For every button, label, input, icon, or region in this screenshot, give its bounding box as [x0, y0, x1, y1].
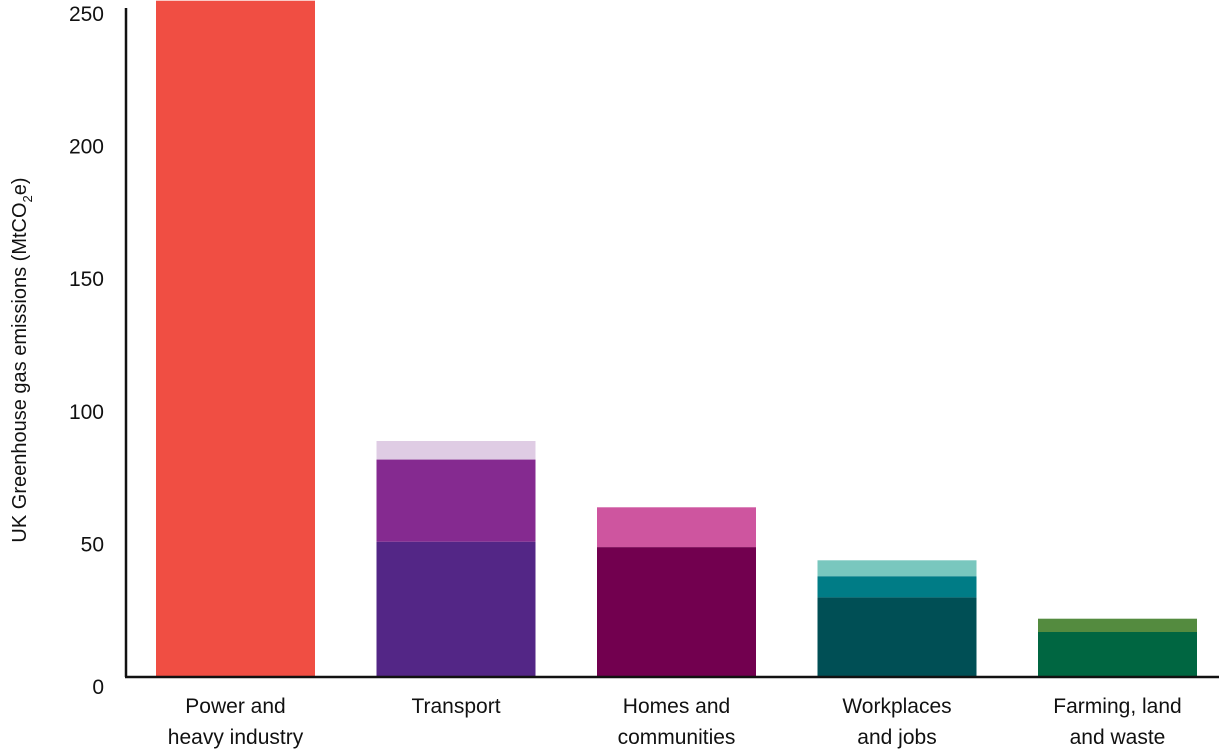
- category-label-line: Farming, land: [1053, 695, 1181, 718]
- y-axis-label-subscript: 2: [20, 195, 35, 202]
- category-labels: Power and heavy industry Transport Homes an…: [168, 695, 1182, 749]
- bar-segment-2-0: [597, 547, 756, 677]
- category-label-line: and waste: [1070, 726, 1166, 749]
- category-label-line: communities: [618, 726, 736, 749]
- bars-layer: [156, 0, 1197, 677]
- bar-segment-2-1: [597, 507, 756, 548]
- y-tick-labels: 0 50 100 150 200 250: [69, 3, 104, 699]
- bar-segment-4-1: [1038, 618, 1197, 632]
- y-tick-label: 250: [69, 3, 104, 26]
- y-tick-label: 150: [69, 268, 104, 291]
- bar-segment-3-2: [817, 560, 977, 577]
- category-label: Farming, land and waste: [1053, 695, 1181, 749]
- y-tick-label: 50: [81, 533, 104, 556]
- category-label-line: Power and: [185, 695, 285, 718]
- category-label-line: heavy industry: [168, 726, 304, 749]
- category-label-line: Homes and: [623, 695, 730, 718]
- category-label: Transport: [411, 695, 500, 718]
- bar-segment-3-1: [817, 576, 977, 598]
- category-label: Power and heavy industry: [168, 695, 304, 749]
- bar-segment-1-1: [376, 459, 536, 542]
- axes-layer: [124, 8, 1219, 679]
- y-axis-label: UK Greenhouse gas emissions (MtCO2e): [9, 177, 35, 542]
- y-axis-label-suffix: e): [9, 177, 31, 195]
- bar-segment-1-2: [376, 441, 536, 460]
- bar-segment-0-0: [156, 0, 315, 677]
- y-tick-label: 0: [92, 676, 104, 699]
- bar-segment-1-0: [376, 541, 536, 677]
- bar-segment-4-0: [1038, 631, 1197, 677]
- category-label: Workplaces and jobs: [842, 695, 951, 749]
- y-tick-label: 200: [69, 136, 104, 159]
- category-label-line: Transport: [411, 695, 500, 718]
- category-label-line: and jobs: [857, 726, 936, 749]
- y-tick-label: 100: [69, 401, 104, 424]
- bar-segment-3-0: [817, 597, 977, 677]
- category-label-line: Workplaces: [842, 695, 951, 718]
- category-label: Homes and communities: [618, 695, 736, 749]
- y-axis-label-main: UK Greenhouse gas emissions (MtCO: [9, 202, 31, 542]
